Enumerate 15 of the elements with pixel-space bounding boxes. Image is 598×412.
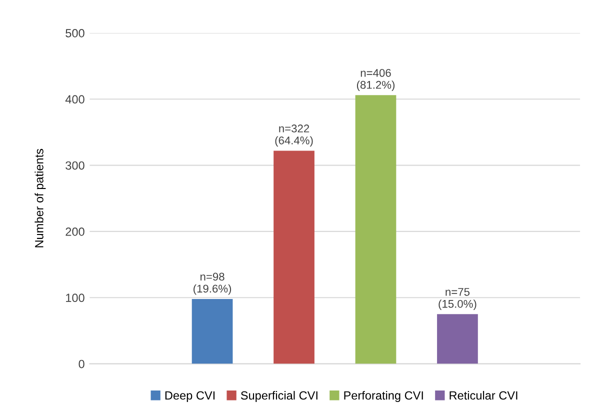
legend-label: Reticular CVI bbox=[450, 390, 518, 400]
y-tick-label: 200 bbox=[66, 227, 84, 236]
data-label: n=75 (15.0%) bbox=[438, 288, 476, 310]
y-tick-label: 300 bbox=[66, 161, 84, 170]
legend-label: Deep CVI bbox=[165, 391, 215, 402]
y-axis-title: Number of patients bbox=[34, 148, 46, 248]
legend-label: Perforating CVI bbox=[344, 390, 423, 402]
data-label: n=98 (19.6%) bbox=[194, 272, 232, 295]
y-tick-label: 500 bbox=[66, 28, 84, 38]
legend-label: Superficial CVI bbox=[240, 390, 318, 402]
data-label: n=406 (81.2%) bbox=[356, 68, 395, 91]
data-label: n=322 (64.4%) bbox=[275, 124, 313, 147]
y-tick-label: 100 bbox=[66, 294, 84, 302]
y-tick-label: 0 bbox=[78, 360, 84, 368]
y-tick-label: 400 bbox=[65, 95, 84, 104]
